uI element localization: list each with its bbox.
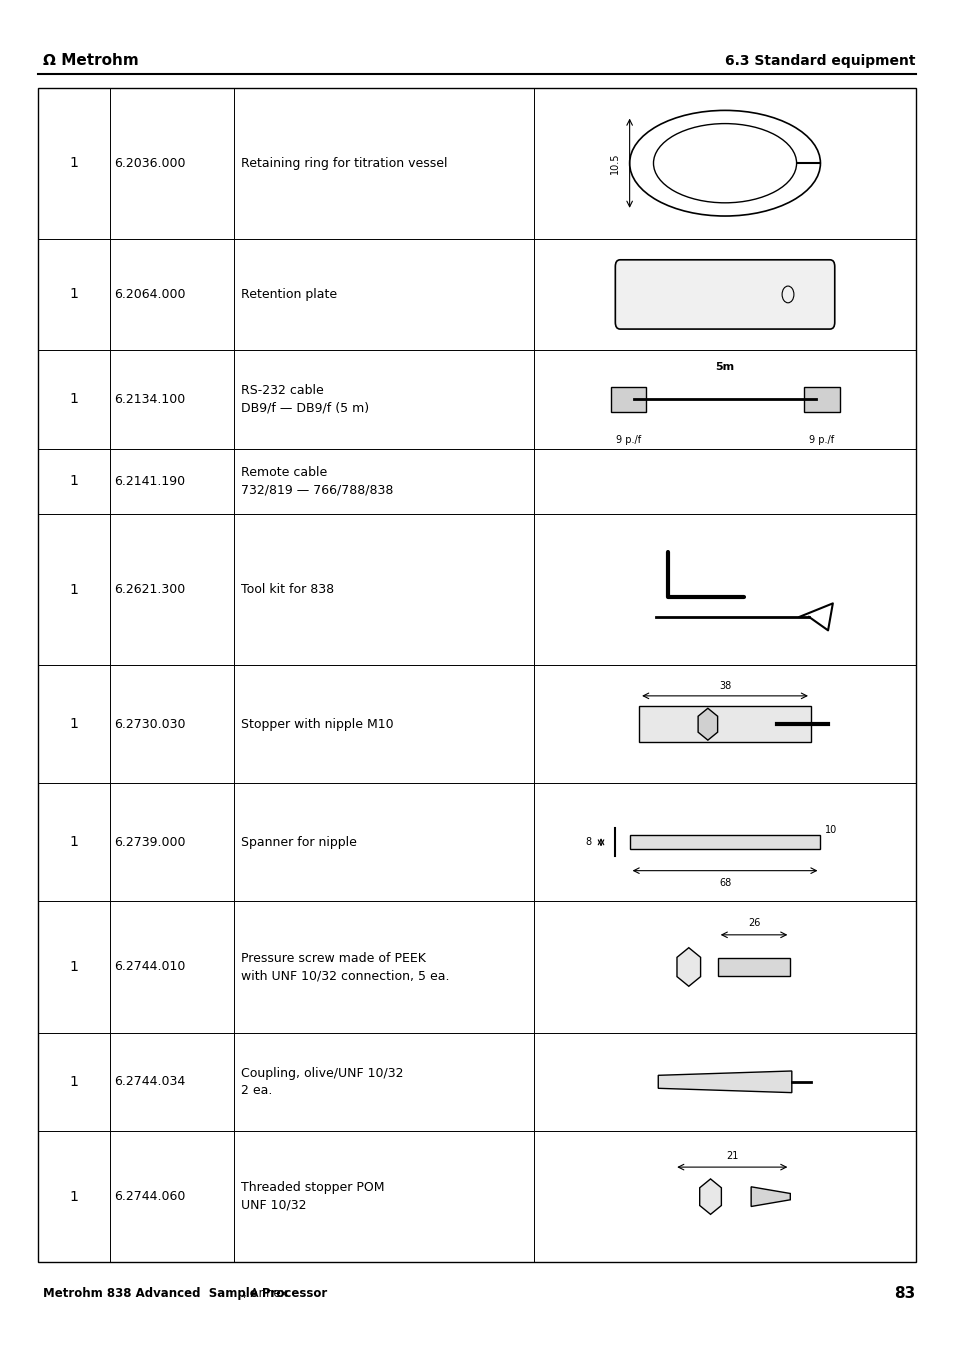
Text: Spanner for nipple: Spanner for nipple: [241, 836, 356, 849]
Text: RS-232 cable: RS-232 cable: [241, 385, 324, 397]
Text: 1: 1: [70, 583, 78, 597]
Text: 6.2744.060: 6.2744.060: [114, 1191, 186, 1203]
Text: 6.2036.000: 6.2036.000: [114, 157, 186, 170]
Bar: [610, 387, 646, 412]
Text: , Annex: , Annex: [243, 1287, 288, 1300]
Text: Pressure screw made of PEEK: Pressure screw made of PEEK: [241, 952, 426, 965]
Text: Stopper with nipple M10: Stopper with nipple M10: [241, 718, 394, 730]
Text: 6.2064.000: 6.2064.000: [114, 288, 186, 301]
Text: 6.2141.190: 6.2141.190: [114, 475, 186, 487]
Bar: [629, 836, 820, 849]
Text: 1: 1: [70, 836, 78, 849]
Text: Retention plate: Retention plate: [241, 288, 337, 301]
Text: 6.2730.030: 6.2730.030: [114, 718, 186, 730]
Text: 26: 26: [747, 918, 760, 927]
Text: Tool kit for 838: Tool kit for 838: [241, 583, 335, 597]
Text: DB9/f — DB9/f (5 m): DB9/f — DB9/f (5 m): [241, 402, 369, 414]
Text: 10: 10: [824, 825, 837, 836]
Text: Metrohm 838 Advanced  Sample Processor: Metrohm 838 Advanced Sample Processor: [43, 1287, 327, 1300]
Bar: [802, 387, 839, 412]
Text: 1: 1: [70, 157, 78, 170]
Text: 83: 83: [894, 1285, 915, 1301]
Text: 9 p./f: 9 p./f: [616, 435, 640, 444]
Text: 1: 1: [70, 288, 78, 301]
Text: 1: 1: [70, 393, 78, 406]
Text: 10.5: 10.5: [610, 153, 619, 174]
Bar: [38, 88, 915, 1262]
Text: 6.2621.300: 6.2621.300: [114, 583, 186, 597]
Text: 732/819 — 766/788/838: 732/819 — 766/788/838: [241, 483, 394, 497]
Text: 5m: 5m: [715, 362, 734, 373]
Text: UNF 10/32: UNF 10/32: [241, 1199, 307, 1212]
Text: 2 ea.: 2 ea.: [241, 1084, 273, 1098]
Text: 68: 68: [719, 878, 730, 888]
Bar: [717, 957, 789, 976]
Bar: [639, 706, 810, 743]
Text: Ω Metrohm: Ω Metrohm: [43, 53, 138, 69]
Text: 38: 38: [719, 680, 730, 691]
Text: 6.2739.000: 6.2739.000: [114, 836, 186, 849]
Text: Retaining ring for titration vessel: Retaining ring for titration vessel: [241, 157, 447, 170]
Text: 1: 1: [70, 1189, 78, 1204]
FancyBboxPatch shape: [615, 259, 834, 329]
Text: Coupling, olive/UNF 10/32: Coupling, olive/UNF 10/32: [241, 1066, 403, 1080]
Text: 1: 1: [70, 474, 78, 489]
Polygon shape: [658, 1071, 791, 1092]
Text: 1: 1: [70, 960, 78, 973]
Polygon shape: [750, 1187, 789, 1207]
Text: 6.2134.100: 6.2134.100: [114, 393, 186, 406]
Text: 1: 1: [70, 1075, 78, 1089]
Text: 1: 1: [70, 717, 78, 732]
Text: Remote cable: Remote cable: [241, 466, 327, 479]
Text: 8: 8: [585, 837, 591, 848]
Text: Threaded stopper POM: Threaded stopper POM: [241, 1181, 384, 1195]
Text: 6.2744.010: 6.2744.010: [114, 960, 186, 973]
Text: with UNF 10/32 connection, 5 ea.: with UNF 10/32 connection, 5 ea.: [241, 969, 450, 983]
Text: 9 p./f: 9 p./f: [808, 435, 833, 444]
Text: 6.3 Standard equipment: 6.3 Standard equipment: [724, 54, 915, 68]
Text: 21: 21: [725, 1152, 738, 1161]
Text: 6.2744.034: 6.2744.034: [114, 1076, 186, 1088]
